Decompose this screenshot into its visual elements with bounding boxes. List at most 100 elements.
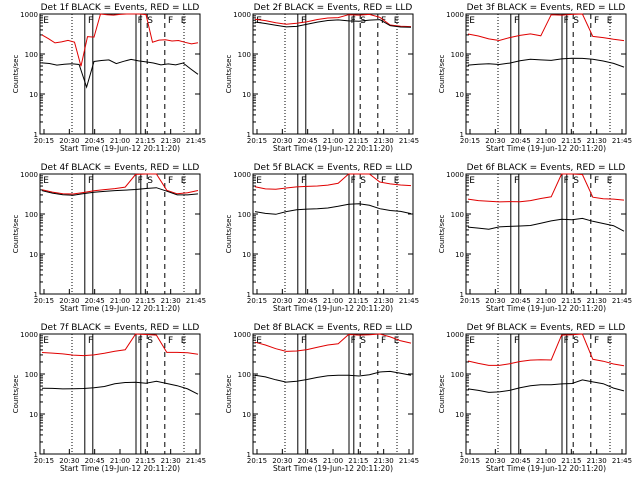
marker-letter: S — [360, 336, 366, 346]
x-tick-label: 21:30 — [587, 297, 607, 305]
series-events-line — [41, 380, 199, 395]
x-axis-label: Start Time (19-Jun-12 20:11:20) — [273, 464, 393, 473]
marker-letter: E — [607, 16, 613, 26]
y-tick-label: 100 — [238, 211, 251, 219]
marker-letter: E — [607, 336, 613, 346]
x-tick-label: 21:00 — [110, 457, 130, 465]
panel-det-2: Det 2f BLACK = Events, RED = LLD 1 10 100 10… — [225, 3, 419, 153]
x-tick-label: 20:30 — [59, 137, 79, 145]
y-tick-label: 10 — [242, 251, 251, 259]
x-tick-label: 20:15 — [460, 297, 480, 305]
marker-letter: F — [88, 16, 93, 26]
y-axis-label: Counts/sec — [225, 375, 233, 414]
y-tick-label: 100 — [25, 211, 38, 219]
marker-letter: F — [381, 336, 386, 346]
y-tick-label: 1000 — [446, 11, 464, 19]
marker-letter: F — [138, 336, 143, 346]
y-axis-label: Counts/sec — [12, 375, 20, 414]
series-events-line — [254, 203, 412, 215]
x-tick-label: 20:30 — [272, 137, 292, 145]
x-tick-label: 20:30 — [59, 297, 79, 305]
x-tick-label: 21:00 — [536, 137, 556, 145]
marker-letter: F — [514, 16, 519, 26]
x-tick-label: 20:15 — [247, 457, 267, 465]
y-tick-label: 1 — [460, 291, 464, 299]
y-axis-label: Counts/sec — [225, 55, 233, 94]
marker-letter: F — [138, 176, 143, 186]
x-tick-label: 21:30 — [161, 457, 181, 465]
marker-letter: F — [594, 336, 599, 346]
marker-letter: F — [301, 176, 306, 186]
series-lld-line — [254, 333, 412, 352]
marker-letter: E — [469, 336, 475, 346]
marker-letter: S — [360, 176, 366, 186]
x-tick-label: 20:30 — [485, 137, 505, 145]
x-tick-label: 21:45 — [612, 137, 632, 145]
series-events-line — [467, 217, 625, 232]
x-tick-label: 21:45 — [186, 297, 206, 305]
y-tick-label: 1 — [34, 131, 38, 139]
marker-letter: S — [147, 16, 153, 26]
x-tick-label: 21:30 — [374, 297, 394, 305]
plot-frame — [465, 173, 627, 295]
marker-letter: E — [256, 336, 262, 346]
x-axis-label: Start Time (19-Jun-12 20:11:20) — [60, 304, 180, 313]
series-lld-line — [467, 333, 625, 367]
y-tick-label: 1 — [247, 131, 251, 139]
marker-letter: F — [564, 336, 569, 346]
marker-letter: E — [43, 16, 49, 26]
y-tick-label: 1000 — [233, 11, 251, 19]
y-tick-label: 1 — [34, 451, 38, 459]
y-tick-label: 1000 — [233, 331, 251, 339]
marker-letter: E — [394, 16, 400, 26]
marker-letter: S — [573, 16, 579, 26]
marker-letter: E — [181, 16, 187, 26]
y-tick-label: 10 — [455, 411, 464, 419]
panel-det-7: Det 7f BLACK = Events, RED = LLD 1 10 100 10… — [12, 323, 206, 473]
panel-det-5: Det 5f BLACK = Events, RED = LLD 1 10 100 10… — [225, 163, 419, 313]
y-axis-label: Counts/sec — [12, 55, 20, 94]
y-tick-label: 1000 — [20, 11, 38, 19]
series-events-line — [467, 57, 625, 68]
panel-det-3: Det 3f BLACK = Events, RED = LLD 1 10 100 10… — [438, 3, 632, 153]
x-tick-label: 20:30 — [59, 457, 79, 465]
x-tick-label: 20:45 — [298, 137, 318, 145]
x-tick-label: 21:45 — [399, 457, 419, 465]
x-tick-label: 21:30 — [587, 457, 607, 465]
x-tick-label: 21:15 — [561, 297, 581, 305]
series-events-line — [254, 370, 412, 383]
marker-letter: E — [43, 336, 49, 346]
y-tick-label: 10 — [242, 411, 251, 419]
panel-title: Det 4f BLACK = Events, RED = LLD — [41, 163, 200, 173]
x-tick-label: 21:00 — [110, 297, 130, 305]
marker-letter: E — [181, 176, 187, 186]
x-tick-label: 21:45 — [399, 137, 419, 145]
panel-title: Det 6f BLACK = Events, RED = LLD — [467, 163, 626, 173]
marker-letter: F — [138, 16, 143, 26]
plot-frame — [465, 333, 627, 455]
marker-letter: E — [607, 176, 613, 186]
y-tick-label: 1 — [460, 451, 464, 459]
y-tick-label: 1000 — [446, 171, 464, 179]
panel-title: Det 7f BLACK = Events, RED = LLD — [41, 323, 200, 333]
x-tick-label: 21:00 — [536, 297, 556, 305]
series-events-line — [41, 58, 199, 89]
panel-title: Det 1f BLACK = Events, RED = LLD — [41, 3, 200, 13]
marker-letter: S — [147, 176, 153, 186]
series-lld-line — [41, 13, 199, 67]
x-tick-label: 21:15 — [561, 457, 581, 465]
x-tick-label: 20:45 — [511, 297, 531, 305]
x-tick-label: 21:00 — [110, 137, 130, 145]
y-tick-label: 1 — [247, 291, 251, 299]
panel-title: Det 9f BLACK = Events, RED = LLD — [467, 323, 626, 333]
panel-det-9: Det 9f BLACK = Events, RED = LLD 1 10 100 10… — [438, 323, 632, 473]
y-axis-label: Counts/sec — [438, 55, 446, 94]
x-tick-label: 21:15 — [135, 457, 155, 465]
y-tick-label: 100 — [451, 371, 464, 379]
x-tick-label: 21:30 — [161, 137, 181, 145]
marker-letter: E — [469, 16, 475, 26]
x-tick-label: 20:45 — [511, 457, 531, 465]
series-lld-line — [254, 173, 412, 190]
panel-title: Det 3f BLACK = Events, RED = LLD — [467, 3, 626, 13]
series-lld-line — [467, 173, 625, 203]
